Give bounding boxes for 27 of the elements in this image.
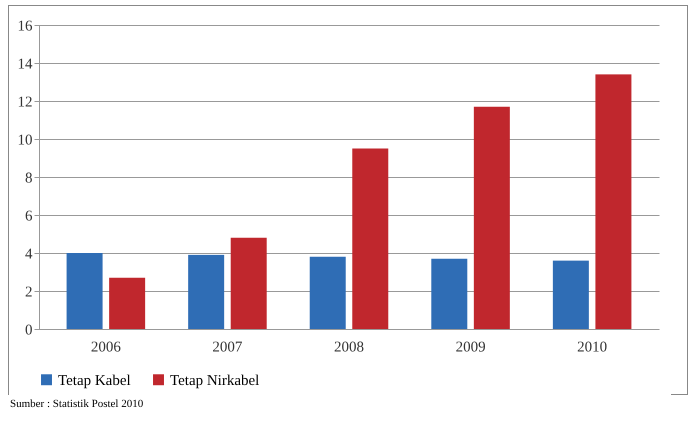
bar [352, 148, 388, 329]
y-tick-label: 8 [25, 170, 32, 186]
y-tick-label: 0 [25, 322, 32, 338]
bar [595, 74, 632, 329]
bar [431, 258, 468, 329]
x-tick-label: 2006 [90, 340, 122, 356]
y-tick-label: 6 [25, 208, 33, 224]
bar [188, 254, 224, 329]
bar [474, 106, 510, 329]
bar [109, 278, 146, 329]
text: Sumber : Statistik Postel 2010 [10, 398, 144, 410]
bar [552, 260, 589, 329]
x-tick-label: 2008 [334, 340, 364, 356]
x-tick-label: 2007 [212, 340, 243, 356]
x-tick-label: 2010 [577, 340, 608, 356]
bar [310, 256, 346, 329]
y-tick-label: 10 [18, 132, 32, 148]
legend-label: Tetap Nirkabel [170, 372, 260, 389]
y-tick-label: 12 [18, 94, 32, 110]
y-tick-label: 16 [18, 18, 33, 34]
y-tick-label: 4 [25, 246, 33, 262]
bar [230, 238, 267, 329]
x-tick-label: 2009 [456, 340, 486, 356]
legend-label: Tetap Kabel [58, 372, 131, 389]
y-tick-label: 14 [18, 56, 33, 72]
bar [66, 253, 103, 329]
y-tick-label: 2 [25, 284, 32, 300]
